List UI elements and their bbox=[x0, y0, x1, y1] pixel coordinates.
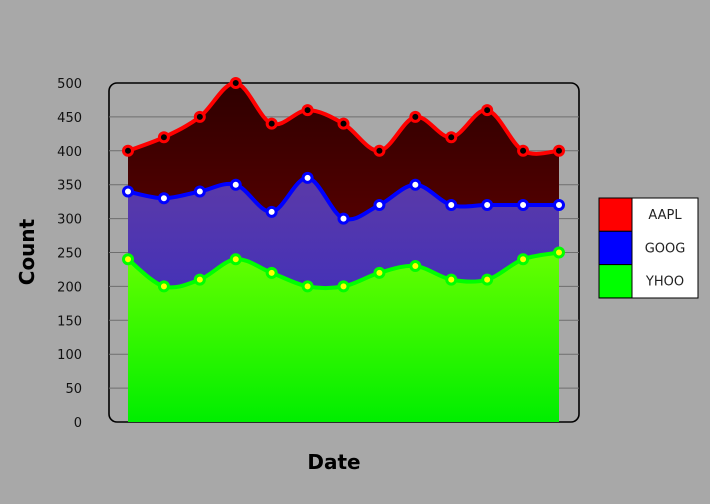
data-point-yhoo[interactable] bbox=[229, 253, 242, 266]
y-axis-ticks: 0 50 100 150 200 250 300 350 400 450 500 bbox=[57, 77, 82, 431]
y-tick-label: 500 bbox=[57, 77, 82, 92]
y-tick-label: 350 bbox=[57, 179, 82, 194]
data-point-goog[interactable] bbox=[301, 171, 314, 184]
data-point-aapl[interactable] bbox=[517, 144, 530, 157]
data-point-yhoo[interactable] bbox=[445, 273, 458, 286]
data-point-goog[interactable] bbox=[229, 178, 242, 191]
y-axis-title: Count bbox=[15, 218, 39, 285]
legend-label: GOOG bbox=[645, 241, 686, 256]
area-yhoo bbox=[128, 252, 559, 422]
x-axis-title: Date bbox=[307, 450, 360, 474]
legend-swatch bbox=[598, 197, 633, 232]
y-tick-label: 150 bbox=[57, 314, 82, 329]
y-tick-label: 100 bbox=[57, 348, 82, 363]
data-point-yhoo[interactable] bbox=[517, 253, 530, 266]
y-tick-label: 200 bbox=[57, 280, 82, 295]
data-point-aapl[interactable] bbox=[122, 144, 134, 157]
data-point-goog[interactable] bbox=[481, 199, 494, 212]
data-point-goog[interactable] bbox=[445, 199, 458, 212]
data-point-yhoo[interactable] bbox=[409, 260, 422, 273]
data-point-goog[interactable] bbox=[193, 185, 206, 198]
data-point-aapl[interactable] bbox=[481, 104, 494, 117]
legend-label: AAPL bbox=[648, 208, 682, 223]
data-points bbox=[122, 77, 565, 293]
legend-swatch bbox=[598, 230, 633, 266]
y-tick-label: 450 bbox=[57, 111, 82, 126]
data-point-yhoo[interactable] bbox=[265, 266, 278, 279]
data-point-aapl[interactable] bbox=[409, 110, 422, 123]
data-point-aapl[interactable] bbox=[373, 144, 386, 157]
data-point-yhoo[interactable] bbox=[481, 273, 494, 286]
data-point-yhoo[interactable] bbox=[193, 273, 206, 286]
data-point-aapl[interactable] bbox=[193, 110, 206, 123]
data-point-aapl[interactable] bbox=[265, 117, 278, 130]
data-point-aapl[interactable] bbox=[445, 131, 458, 144]
legend-swatch bbox=[598, 264, 633, 299]
data-point-goog[interactable] bbox=[265, 205, 278, 218]
data-point-goog[interactable] bbox=[157, 192, 170, 205]
data-point-yhoo[interactable] bbox=[553, 246, 565, 259]
data-point-goog[interactable] bbox=[553, 199, 565, 212]
legend: AAPL GOOG YHOO bbox=[598, 197, 699, 299]
data-point-goog[interactable] bbox=[409, 178, 422, 191]
area-fills bbox=[128, 82, 559, 422]
legend-label: YHOO bbox=[645, 275, 684, 290]
data-point-aapl[interactable] bbox=[229, 77, 242, 89]
data-point-goog[interactable] bbox=[337, 212, 350, 225]
data-point-yhoo[interactable] bbox=[122, 253, 134, 266]
data-point-yhoo[interactable] bbox=[157, 280, 170, 293]
data-point-aapl[interactable] bbox=[337, 117, 350, 130]
data-point-goog[interactable] bbox=[122, 185, 134, 198]
data-point-goog[interactable] bbox=[517, 199, 530, 212]
y-tick-label: 250 bbox=[57, 247, 82, 262]
data-point-aapl[interactable] bbox=[301, 104, 314, 117]
y-tick-label: 50 bbox=[65, 382, 82, 397]
data-point-aapl[interactable] bbox=[553, 144, 565, 157]
data-point-aapl[interactable] bbox=[157, 131, 170, 144]
data-point-yhoo[interactable] bbox=[373, 266, 386, 279]
y-tick-label: 0 bbox=[74, 416, 82, 431]
y-tick-label: 300 bbox=[57, 213, 82, 228]
data-point-goog[interactable] bbox=[373, 199, 386, 212]
data-point-yhoo[interactable] bbox=[337, 280, 350, 293]
y-tick-label: 400 bbox=[57, 145, 82, 160]
data-point-yhoo[interactable] bbox=[301, 280, 314, 293]
